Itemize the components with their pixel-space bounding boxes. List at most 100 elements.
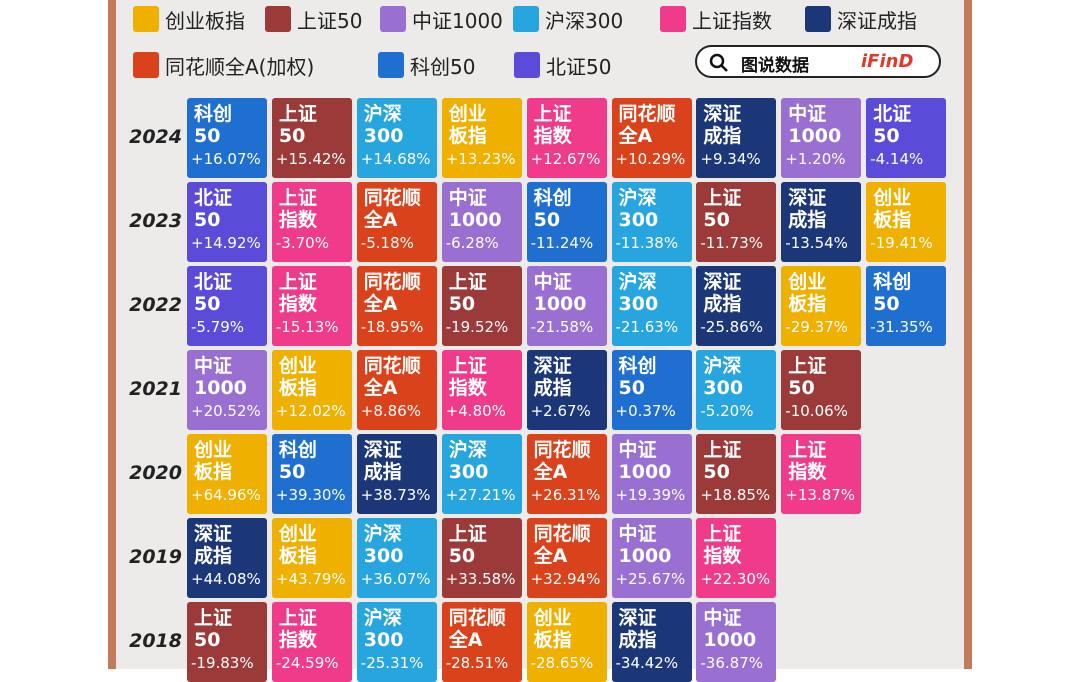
legend-label: 中证1000 bbox=[412, 8, 503, 33]
index-name: 科创 bbox=[618, 355, 657, 377]
index-cell: 中证 1000 -21.58% bbox=[526, 266, 607, 346]
index-cell: 同花顺 全A +10.29% bbox=[611, 98, 692, 178]
index-cell: 上证 指数 -24.59% bbox=[271, 602, 352, 682]
index-cell: 中证 1000 -36.87% bbox=[696, 602, 777, 682]
index-cell: 沪深 300 +14.68% bbox=[356, 98, 437, 178]
index-cell: 上证 50 -19.52% bbox=[441, 266, 522, 346]
legend-label: 上证50 bbox=[297, 8, 363, 33]
index-cell: 深证 成指 +44.08% bbox=[187, 518, 267, 598]
index-name: 板指 bbox=[278, 545, 317, 567]
return-value: +8.86% bbox=[360, 402, 422, 420]
legend-label: 科创50 bbox=[410, 54, 476, 79]
legend-swatch bbox=[805, 6, 831, 32]
index-name: 全A bbox=[533, 545, 568, 567]
index-name: 同花顺 bbox=[448, 607, 506, 629]
index-cell: 深证 成指 +9.34% bbox=[696, 98, 777, 178]
index-cell: 深证 成指 +2.67% bbox=[526, 350, 607, 430]
return-value: -28.51% bbox=[445, 654, 509, 672]
search-box[interactable]: 图说数据 iFinD bbox=[695, 45, 941, 78]
index-name: 上证 bbox=[788, 439, 827, 461]
index-name: 沪深 bbox=[363, 103, 402, 125]
index-cell: 上证 50 -10.06% bbox=[781, 350, 862, 430]
index-name: 上证 bbox=[194, 607, 233, 629]
index-name: 50 bbox=[448, 293, 476, 315]
index-cell: 深证 成指 +38.73% bbox=[356, 434, 437, 514]
index-cell: 上证 指数 +12.67% bbox=[526, 98, 607, 178]
index-name: 上证 bbox=[448, 271, 487, 293]
index-name: 上证 bbox=[278, 271, 317, 293]
return-value: -25.31% bbox=[360, 654, 424, 672]
index-name: 沪深 bbox=[618, 187, 657, 209]
index-name: 板指 bbox=[194, 461, 233, 483]
index-cell: 沪深 300 -11.38% bbox=[611, 182, 692, 262]
index-cell: 创业 板指 +64.96% bbox=[187, 434, 267, 514]
return-value: -19.41% bbox=[870, 234, 933, 252]
return-value: +25.67% bbox=[615, 570, 686, 588]
index-name: 上证 bbox=[703, 187, 742, 209]
search-icon bbox=[709, 53, 728, 72]
return-value: +12.67% bbox=[530, 150, 601, 168]
index-name: 同花顺 bbox=[363, 355, 421, 377]
return-value: -5.18% bbox=[360, 234, 414, 252]
index-cell: 沪深 300 +36.07% bbox=[356, 518, 437, 598]
return-value: -31.35% bbox=[870, 318, 933, 336]
index-name: 深证 bbox=[363, 439, 402, 461]
index-cell: 上证 50 -19.83% bbox=[187, 602, 267, 682]
index-name: 1000 bbox=[703, 629, 757, 651]
return-value: +36.07% bbox=[360, 570, 431, 588]
index-cell: 中证 1000 -6.28% bbox=[441, 182, 522, 262]
year-label: 2024 bbox=[129, 126, 182, 148]
legend-label: 北证50 bbox=[546, 54, 612, 79]
index-name: 成指 bbox=[194, 545, 233, 567]
index-name: 科创 bbox=[873, 271, 912, 293]
legend-label: 创业板指 bbox=[165, 8, 245, 33]
index-cell: 中证 1000 +25.67% bbox=[611, 518, 692, 598]
index-cell: 科创 50 +16.07% bbox=[187, 98, 267, 178]
legend-swatch bbox=[265, 6, 291, 32]
index-name: 成指 bbox=[788, 209, 827, 231]
index-name: 上证 bbox=[278, 187, 317, 209]
index-name: 板指 bbox=[873, 209, 912, 231]
index-cell: 创业 板指 -29.37% bbox=[781, 266, 862, 346]
return-value: +14.68% bbox=[360, 150, 431, 168]
index-cell: 沪深 300 +27.21% bbox=[441, 434, 522, 514]
index-name: 指数 bbox=[278, 629, 317, 651]
index-name: 同花顺 bbox=[533, 523, 591, 545]
index-cell: 同花顺 全A -18.95% bbox=[356, 266, 437, 346]
index-name: 上证 bbox=[448, 523, 487, 545]
index-name: 50 bbox=[703, 209, 730, 231]
return-value: +19.39% bbox=[615, 486, 686, 504]
index-cell: 北证 50 +14.92% bbox=[187, 182, 267, 262]
index-cell: 上证 指数 +22.30% bbox=[696, 518, 777, 598]
index-name: 沪深 bbox=[363, 607, 402, 629]
index-cell: 北证 50 -5.79% bbox=[187, 266, 267, 346]
legend-item: 上证指数 bbox=[660, 5, 772, 33]
return-value: -25.86% bbox=[700, 318, 763, 336]
index-cell: 创业 板指 +43.79% bbox=[271, 518, 352, 598]
index-name: 北证 bbox=[873, 103, 912, 125]
return-value: +64.96% bbox=[191, 486, 261, 504]
index-name: 50 bbox=[278, 461, 306, 483]
return-value: +16.07% bbox=[191, 150, 261, 168]
index-cell: 深证 成指 -25.86% bbox=[696, 266, 777, 346]
return-value: +12.02% bbox=[275, 402, 346, 420]
index-cell: 沪深 300 -21.63% bbox=[611, 266, 692, 346]
index-name: 50 bbox=[194, 125, 221, 147]
return-value: +10.29% bbox=[615, 150, 686, 168]
index-name: 指数 bbox=[533, 125, 572, 147]
return-value: +15.42% bbox=[275, 150, 346, 168]
index-name: 1000 bbox=[788, 125, 842, 147]
legend-label: 深证成指 bbox=[837, 8, 917, 33]
return-value: +26.31% bbox=[530, 486, 601, 504]
return-value: -11.38% bbox=[615, 234, 679, 252]
index-name: 深证 bbox=[788, 187, 827, 209]
index-name: 1000 bbox=[533, 293, 587, 315]
index-name: 同花顺 bbox=[533, 439, 591, 461]
index-name: 创业 bbox=[194, 439, 233, 461]
index-cell: 深证 成指 -34.42% bbox=[611, 602, 692, 682]
return-value: -11.73% bbox=[700, 234, 763, 252]
legend-swatch bbox=[514, 52, 540, 78]
return-value: +33.58% bbox=[445, 570, 516, 588]
legend-swatch bbox=[133, 6, 159, 32]
index-name: 板指 bbox=[788, 293, 827, 315]
